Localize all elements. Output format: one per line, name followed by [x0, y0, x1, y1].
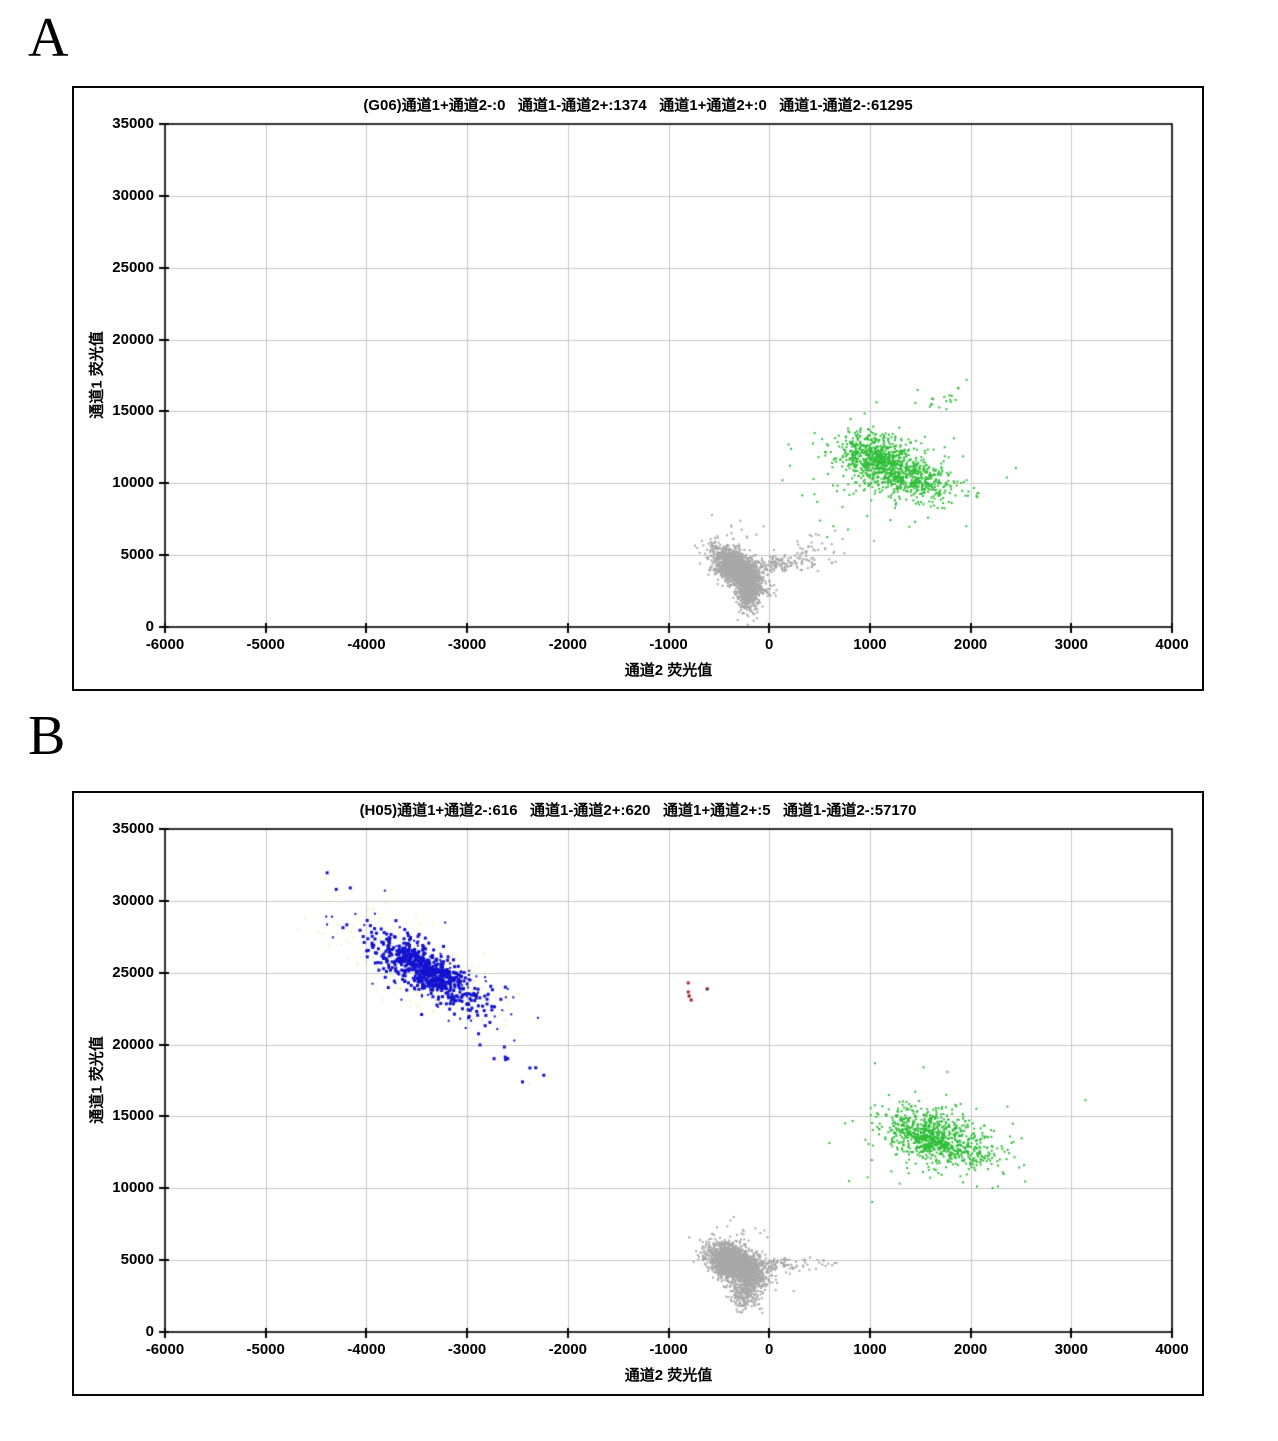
- x-tick-label: 2000: [953, 1341, 988, 1358]
- chart-title-a: (G06)通道1+通道2-:0 通道1-通道2+:1374 通道1+通道2+:0…: [363, 97, 913, 114]
- y-tick-label: 0: [145, 618, 154, 635]
- y-tick-label: 30000: [112, 891, 154, 909]
- panel-a: (G06)通道1+通道2-:0 通道1-通道2+:1374 通道1+通道2+:0…: [72, 86, 1204, 691]
- chart-title-b: (H05)通道1+通道2-:616 通道1-通道2+:620 通道1+通道2+:…: [359, 802, 917, 819]
- scatter-plot-b: [155, 819, 1182, 1342]
- x-axis-label: 通道2 荧光值: [624, 1367, 713, 1384]
- panel-a-letter: A: [28, 7, 69, 69]
- y-tick-label: 10000: [112, 474, 154, 492]
- x-tick-label: -1000: [649, 636, 688, 653]
- y-tick-label: 30000: [112, 186, 154, 204]
- y-tick-label: 15000: [112, 402, 154, 420]
- x-tick-label: 0: [765, 1341, 774, 1358]
- panel-b-letter: B: [28, 705, 66, 767]
- x-tick-label: -4000: [347, 1341, 386, 1358]
- x-tick-label: 1000: [853, 636, 887, 653]
- x-tick-label: -4000: [347, 636, 386, 653]
- x-tick-label: 2000: [953, 636, 988, 653]
- x-tick-label: -3000: [447, 1341, 487, 1358]
- x-tick-label: -3000: [447, 636, 487, 653]
- x-tick-label: -2000: [548, 636, 587, 653]
- scatter-plot-a: [155, 114, 1182, 637]
- x-tick-label: 0: [765, 636, 774, 653]
- y-tick-label: 10000: [112, 1179, 154, 1197]
- y-tick-label: 35000: [112, 820, 154, 837]
- y-tick-label: 25000: [112, 258, 154, 276]
- y-tick-label: 25000: [112, 963, 154, 981]
- x-tick-label: -6000: [145, 636, 185, 653]
- y-tick-label: 35000: [112, 115, 154, 132]
- x-tick-label: 1000: [853, 1341, 887, 1358]
- x-tick-label: -1000: [649, 1341, 688, 1358]
- y-tick-label: 0: [145, 1323, 154, 1340]
- y-tick-label: 5000: [120, 1251, 154, 1269]
- x-tick-label: 4000: [1155, 636, 1189, 653]
- y-tick-label: 20000: [112, 1035, 154, 1053]
- y-tick-label: 5000: [120, 546, 154, 564]
- x-tick-label: 4000: [1155, 1341, 1189, 1358]
- y-tick-label: 15000: [112, 1107, 154, 1125]
- x-tick-label: -5000: [246, 636, 285, 653]
- x-tick-label: -2000: [548, 1341, 587, 1358]
- panel-b: (H05)通道1+通道2-:616 通道1-通道2+:620 通道1+通道2+:…: [72, 791, 1204, 1396]
- x-tick-label: -6000: [145, 1341, 185, 1358]
- y-tick-label: 20000: [112, 330, 154, 348]
- x-axis-label: 通道2 荧光值: [624, 662, 713, 679]
- x-tick-label: -5000: [246, 1341, 285, 1358]
- x-tick-label: 3000: [1054, 636, 1088, 653]
- x-tick-label: 3000: [1054, 1341, 1088, 1358]
